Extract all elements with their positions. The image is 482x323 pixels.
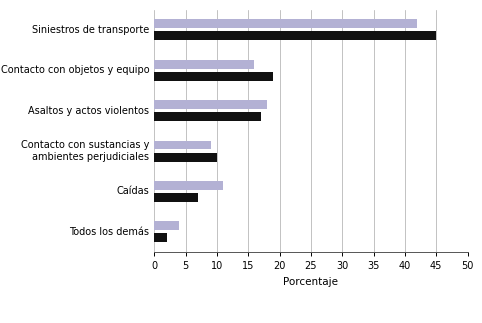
Bar <box>154 72 273 81</box>
Bar <box>154 221 179 230</box>
Bar <box>154 112 261 121</box>
Bar <box>154 60 254 68</box>
Legend: Trabajadores < 18 años de edad, Todos los demás: Trabajadores < 18 años de edad, Todos lo… <box>165 321 457 323</box>
Bar <box>154 31 436 40</box>
X-axis label: Porcentaje: Porcentaje <box>283 276 338 287</box>
Bar <box>154 141 211 149</box>
Bar <box>154 100 267 109</box>
Bar <box>154 153 217 162</box>
Bar <box>154 181 223 190</box>
Bar <box>154 193 198 202</box>
Bar <box>154 233 167 242</box>
Bar <box>154 19 417 28</box>
